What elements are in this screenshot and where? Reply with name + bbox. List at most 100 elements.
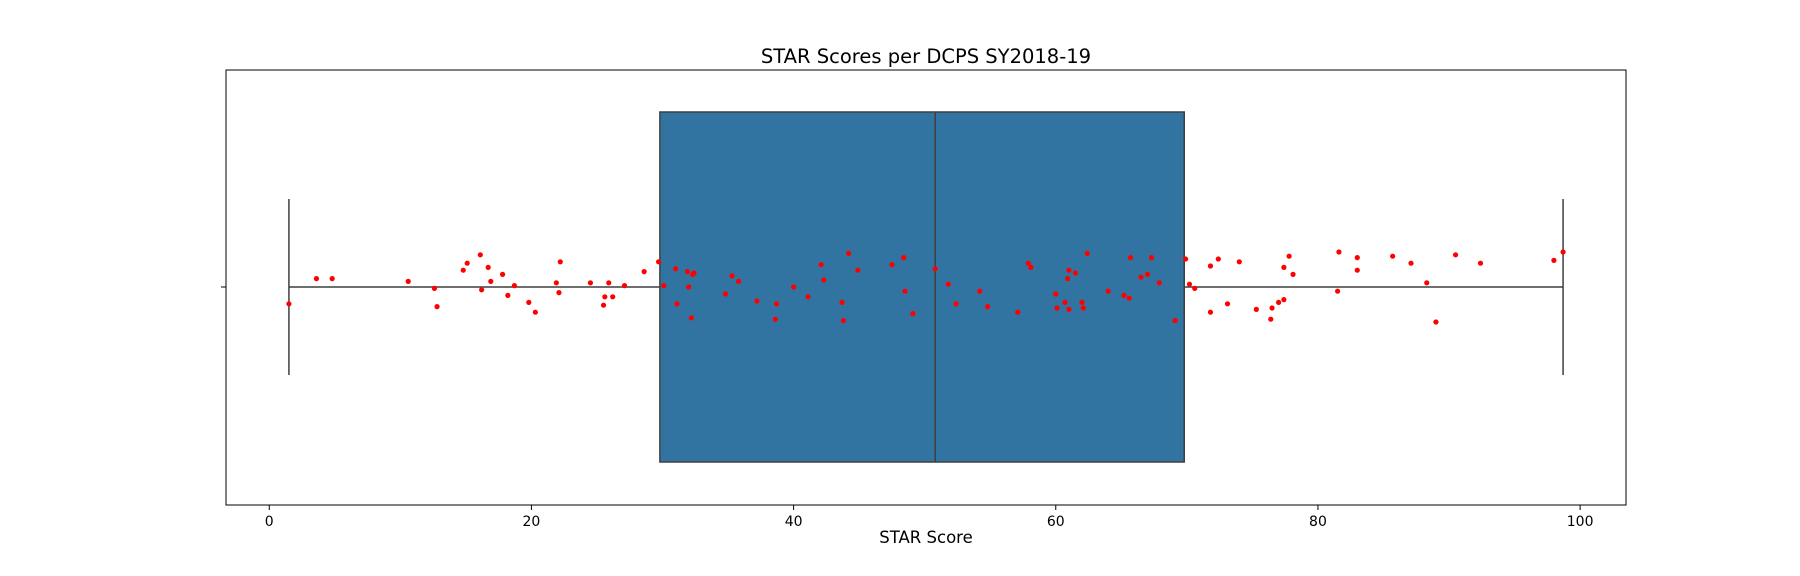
data-point <box>286 301 292 307</box>
data-point <box>1207 263 1214 269</box>
data-point <box>1354 255 1360 261</box>
data-point <box>661 283 667 289</box>
data-point <box>1224 301 1231 307</box>
data-point <box>985 304 991 310</box>
data-point <box>1072 270 1079 276</box>
data-point <box>434 304 440 310</box>
data-point <box>464 260 470 266</box>
data-point <box>1551 257 1557 263</box>
data-point <box>910 311 916 317</box>
data-point <box>1290 271 1296 277</box>
data-point <box>1390 253 1396 259</box>
data-point <box>735 278 742 284</box>
data-point <box>479 287 485 293</box>
data-point <box>1079 299 1085 305</box>
data-point <box>773 301 780 307</box>
data-point <box>1105 288 1111 294</box>
data-point <box>1286 253 1292 259</box>
x-tick-label: 100 <box>1567 514 1594 530</box>
data-point <box>1408 260 1414 266</box>
data-point <box>1127 255 1134 261</box>
data-point <box>1156 280 1162 286</box>
x-tick-label: 0 <box>265 514 274 530</box>
data-point <box>1281 297 1287 303</box>
x-axis: 0 20 40 60 80 100 <box>265 505 1594 530</box>
data-point <box>1053 291 1059 297</box>
data-point <box>674 301 680 307</box>
data-point <box>655 259 662 265</box>
data-point <box>1080 305 1086 311</box>
data-point <box>553 280 559 286</box>
interquartile-box <box>659 111 1185 463</box>
data-point <box>1066 306 1072 312</box>
data-point <box>846 250 852 256</box>
data-point <box>1253 306 1259 312</box>
data-point <box>1236 259 1242 265</box>
data-point <box>791 284 797 290</box>
data-point <box>1148 255 1155 261</box>
data-point <box>1335 288 1341 294</box>
data-point <box>1015 309 1021 315</box>
data-point <box>1354 267 1360 273</box>
data-point <box>953 301 959 307</box>
x-tick-label: 80 <box>1309 514 1327 530</box>
data-point <box>684 269 691 275</box>
data-point <box>722 291 729 297</box>
data-point <box>1336 249 1342 255</box>
data-point <box>932 266 938 272</box>
data-point <box>688 315 694 321</box>
data-point <box>1025 260 1031 266</box>
plot-area <box>286 111 1566 463</box>
data-point <box>641 269 647 275</box>
data-point <box>686 284 692 290</box>
data-point <box>1028 264 1034 270</box>
data-point <box>1276 299 1282 305</box>
data-point <box>587 280 594 286</box>
data-point <box>1269 305 1275 311</box>
data-point <box>621 283 628 289</box>
data-point <box>754 298 760 304</box>
data-point <box>1066 267 1072 273</box>
data-point <box>1452 252 1459 258</box>
data-point <box>1054 305 1060 311</box>
data-point <box>691 270 697 276</box>
x-tick-label: 20 <box>523 514 541 530</box>
data-point <box>505 292 511 298</box>
data-point <box>532 309 538 315</box>
data-point <box>1172 318 1178 324</box>
data-point <box>977 288 983 294</box>
data-point <box>313 276 320 282</box>
data-point <box>477 252 483 258</box>
data-point <box>1064 276 1071 282</box>
data-point <box>855 267 861 273</box>
data-point <box>1207 309 1214 315</box>
data-point <box>1084 250 1090 256</box>
chart-title: STAR Scores per DCPS SY2018-19 <box>761 45 1091 68</box>
data-point <box>1268 316 1274 322</box>
data-point <box>1281 264 1287 270</box>
data-point <box>600 302 607 308</box>
x-axis-title: STAR Score <box>879 528 972 547</box>
data-point <box>1186 281 1193 287</box>
data-point <box>488 278 494 284</box>
data-point <box>821 277 827 283</box>
data-point <box>1121 292 1127 298</box>
data-point <box>1138 274 1144 280</box>
data-point <box>772 316 778 322</box>
data-point <box>673 266 679 272</box>
data-point <box>1433 319 1439 325</box>
data-point <box>729 273 735 279</box>
data-point <box>901 255 907 261</box>
data-point <box>1215 256 1221 262</box>
data-point <box>602 294 608 300</box>
data-point <box>1192 285 1198 291</box>
data-point <box>1560 249 1566 255</box>
data-point <box>840 318 847 324</box>
data-point <box>1182 256 1189 262</box>
data-point <box>499 271 506 277</box>
data-point <box>1477 260 1484 266</box>
data-point <box>1144 271 1151 277</box>
data-point <box>460 267 466 273</box>
data-point <box>902 288 908 294</box>
data-point <box>610 294 616 300</box>
